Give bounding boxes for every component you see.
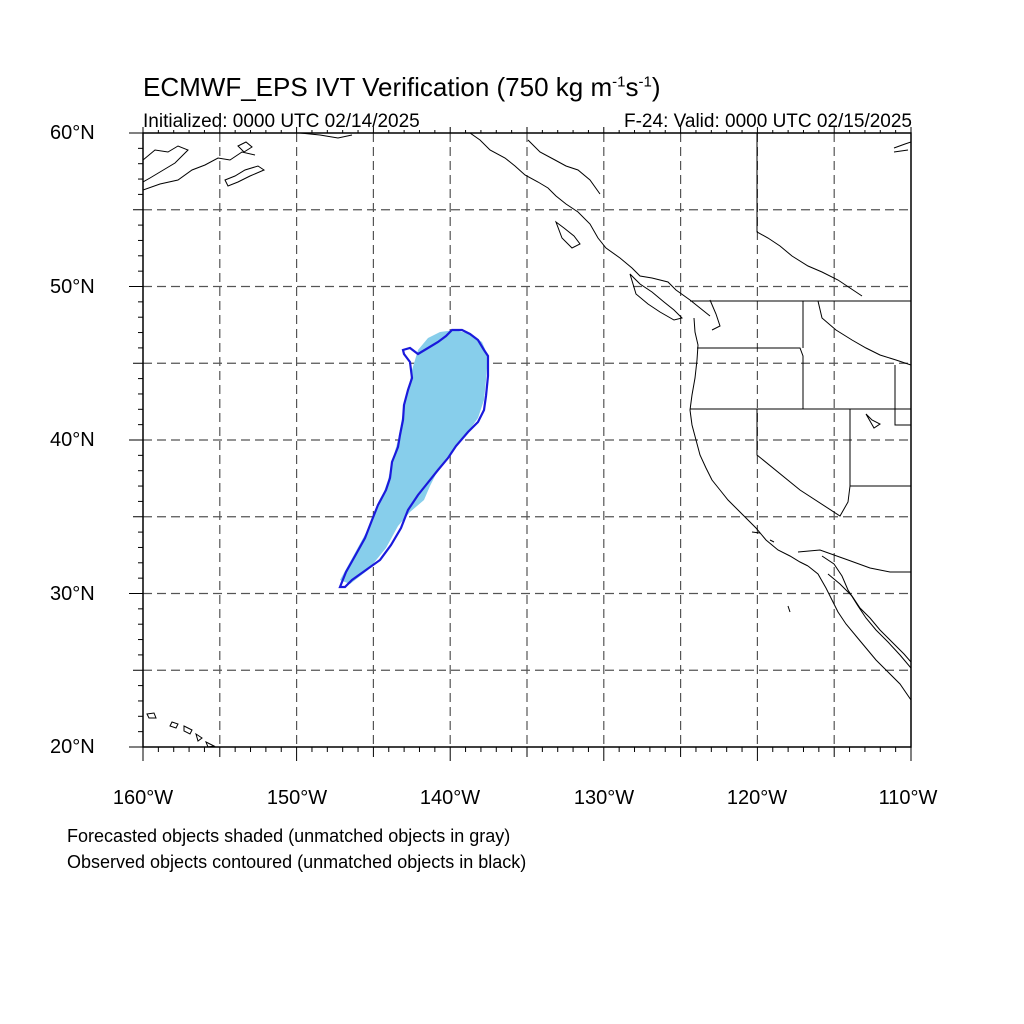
chart-title: ECMWF_EPS IVT Verification (750 kg m-1s-… [143, 72, 661, 102]
lat-label-30: 30°N [50, 583, 95, 605]
grid-lines [143, 133, 911, 747]
axis-ticks [129, 127, 912, 761]
lat-label-50: 50°N [50, 276, 95, 298]
lat-label-20: 20°N [50, 736, 95, 758]
initialized-text: Initialized: 0000 UTC 02/14/2025 [143, 111, 420, 132]
lon-label-140w: 140°W [419, 787, 481, 809]
lat-label-40: 40°N [50, 429, 95, 451]
forecast-legend-note: Forecasted objects shaded (unmatched obj… [67, 826, 511, 846]
lon-label-120w: 120°W [726, 787, 788, 809]
observed-legend-note: Observed objects contoured (unmatched ob… [67, 852, 527, 872]
lon-label-130w: 130°W [573, 787, 635, 809]
lat-label-60: 60°N [50, 122, 95, 144]
forecast-object [340, 330, 488, 584]
lon-label-150w: 150°W [266, 787, 328, 809]
valid-text: F-24: Valid: 0000 UTC 02/15/2025 [624, 111, 912, 132]
observed-object [338, 328, 490, 589]
coastlines [143, 133, 911, 747]
lon-label-110w: 110°W [878, 787, 938, 809]
lon-label-160w: 160°W [112, 787, 174, 809]
